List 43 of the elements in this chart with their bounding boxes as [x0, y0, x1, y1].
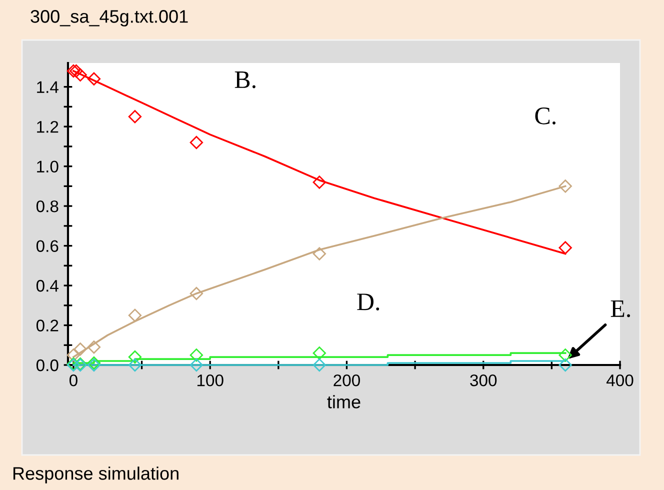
y-tick-label: 0.0	[36, 359, 58, 372]
text: E.	[610, 300, 630, 318]
point	[190, 358, 204, 372]
y-tick-label: 0.8	[36, 200, 58, 212]
y-tick-label: 0.6	[36, 240, 58, 252]
point	[558, 180, 572, 193]
y-tick-label: 0.2	[36, 320, 58, 332]
point	[66, 348, 80, 362]
x-tick-label: 300	[470, 374, 497, 386]
point	[66, 64, 80, 78]
point	[190, 136, 204, 150]
text: B.	[234, 71, 256, 88]
point	[312, 358, 326, 372]
point	[558, 358, 572, 372]
x-tick-label: 400	[606, 374, 634, 386]
y-tick-label: 1.4	[37, 81, 58, 93]
point	[128, 350, 142, 364]
point	[558, 241, 572, 254]
point	[128, 308, 142, 322]
point	[87, 340, 101, 354]
y-tick-label: 1.2	[37, 120, 58, 133]
x-tick-label: 0	[69, 374, 78, 386]
text: Response simulation	[13, 466, 178, 484]
point	[70, 64, 83, 78]
text: C.	[535, 108, 556, 124]
chart-title: 300_sa_45g.txt.001	[30, 10, 188, 26]
point	[190, 348, 204, 362]
point	[74, 68, 87, 82]
point	[87, 72, 101, 86]
y-tick-label: 0.4	[36, 280, 58, 292]
point	[74, 342, 87, 356]
x-tick-label: 100	[197, 374, 224, 386]
point	[558, 348, 572, 362]
x-axis-title: time	[327, 395, 360, 408]
point	[312, 346, 326, 360]
point	[312, 247, 326, 260]
series-label: D.	[357, 294, 380, 310]
y-tick-label: 1.0	[37, 160, 58, 173]
point	[190, 286, 204, 300]
x-tick-label: 200	[334, 374, 360, 386]
point	[128, 110, 142, 124]
point	[128, 358, 142, 372]
point	[312, 176, 326, 189]
